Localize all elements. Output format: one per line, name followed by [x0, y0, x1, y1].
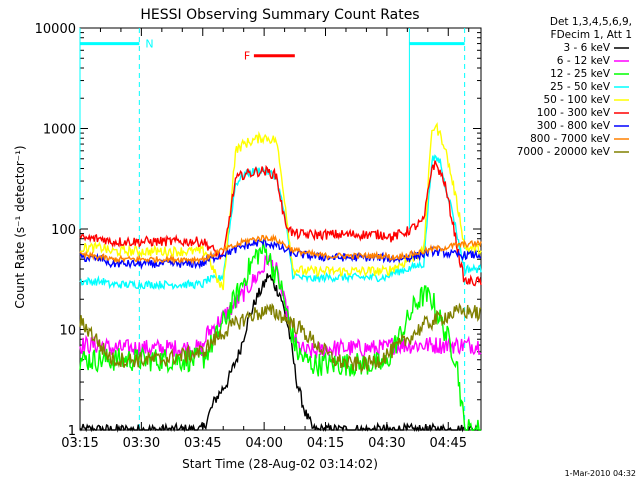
- plot-frame: [79, 27, 482, 431]
- legend-entry-label: 100 - 300 keV: [537, 107, 611, 119]
- y-tick-label: 1000: [43, 123, 76, 138]
- series-line-25-50keV: [79, 154, 482, 291]
- y-tick-label: 1: [68, 424, 76, 439]
- legend-entry-label: 25 - 50 keV: [550, 81, 611, 93]
- legend-entry-label: 3 - 6 keV: [563, 42, 610, 54]
- x-tick-label: 04:15: [307, 436, 344, 451]
- legend: Det 1,3,4,5,6,9,FDecim 1, Att 13 - 6 keV…: [517, 16, 632, 158]
- night-label: N: [145, 38, 153, 51]
- series-line-800-7000keV: [79, 233, 482, 265]
- y-tick-label: 10000: [35, 22, 76, 37]
- flare-label: F: [244, 50, 250, 63]
- series-line-6-12keV: [79, 253, 482, 359]
- x-tick-label: 04:45: [430, 436, 467, 451]
- x-tick-label: 04:30: [368, 436, 405, 451]
- series-line-100-300keV: [79, 160, 482, 287]
- series-line-7000-20000keV: [79, 302, 482, 374]
- x-axis-label: Start Time (28-Aug-02 03:14:02): [182, 457, 378, 471]
- x-tick-label: 03:30: [123, 436, 160, 451]
- y-tick-label: 10: [59, 324, 76, 339]
- legend-header-line: FDecim 1, Att 1: [551, 29, 632, 41]
- series-line-3-6keV: [79, 273, 481, 433]
- labels: HESSI Observing Summary Count Rates Star…: [13, 7, 636, 478]
- series-line-12-25keV: [79, 240, 481, 431]
- legend-entry-label: 800 - 7000 keV: [530, 133, 611, 145]
- series-group: [79, 122, 482, 433]
- legend-entry-label: 12 - 25 keV: [550, 68, 611, 80]
- annotations: NF: [79, 28, 466, 430]
- legend-entry-label: 50 - 100 keV: [543, 94, 610, 106]
- x-tick-label: 03:15: [61, 436, 98, 451]
- footer-timestamp: 1-Mar-2010 04:32: [565, 469, 636, 478]
- x-tick-label: 03:45: [184, 436, 221, 451]
- legend-entry-label: 7000 - 20000 keV: [517, 146, 611, 158]
- x-tick-label: 04:00: [245, 436, 282, 451]
- axes: 1 10 100 1000 10000 03:15 03:30 03:45 04:00 04:15…: [35, 22, 482, 451]
- legend-header-line: Det 1,3,4,5,6,9,: [550, 16, 632, 28]
- y-tick-label: 100: [51, 223, 76, 238]
- legend-entry-label: 6 - 12 keV: [557, 55, 611, 67]
- legend-entry-label: 300 - 800 keV: [537, 120, 611, 132]
- chart-title: HESSI Observing Summary Count Rates: [140, 7, 419, 23]
- y-axis-label: Count Rate (s⁻¹ detector⁻¹): [13, 145, 27, 308]
